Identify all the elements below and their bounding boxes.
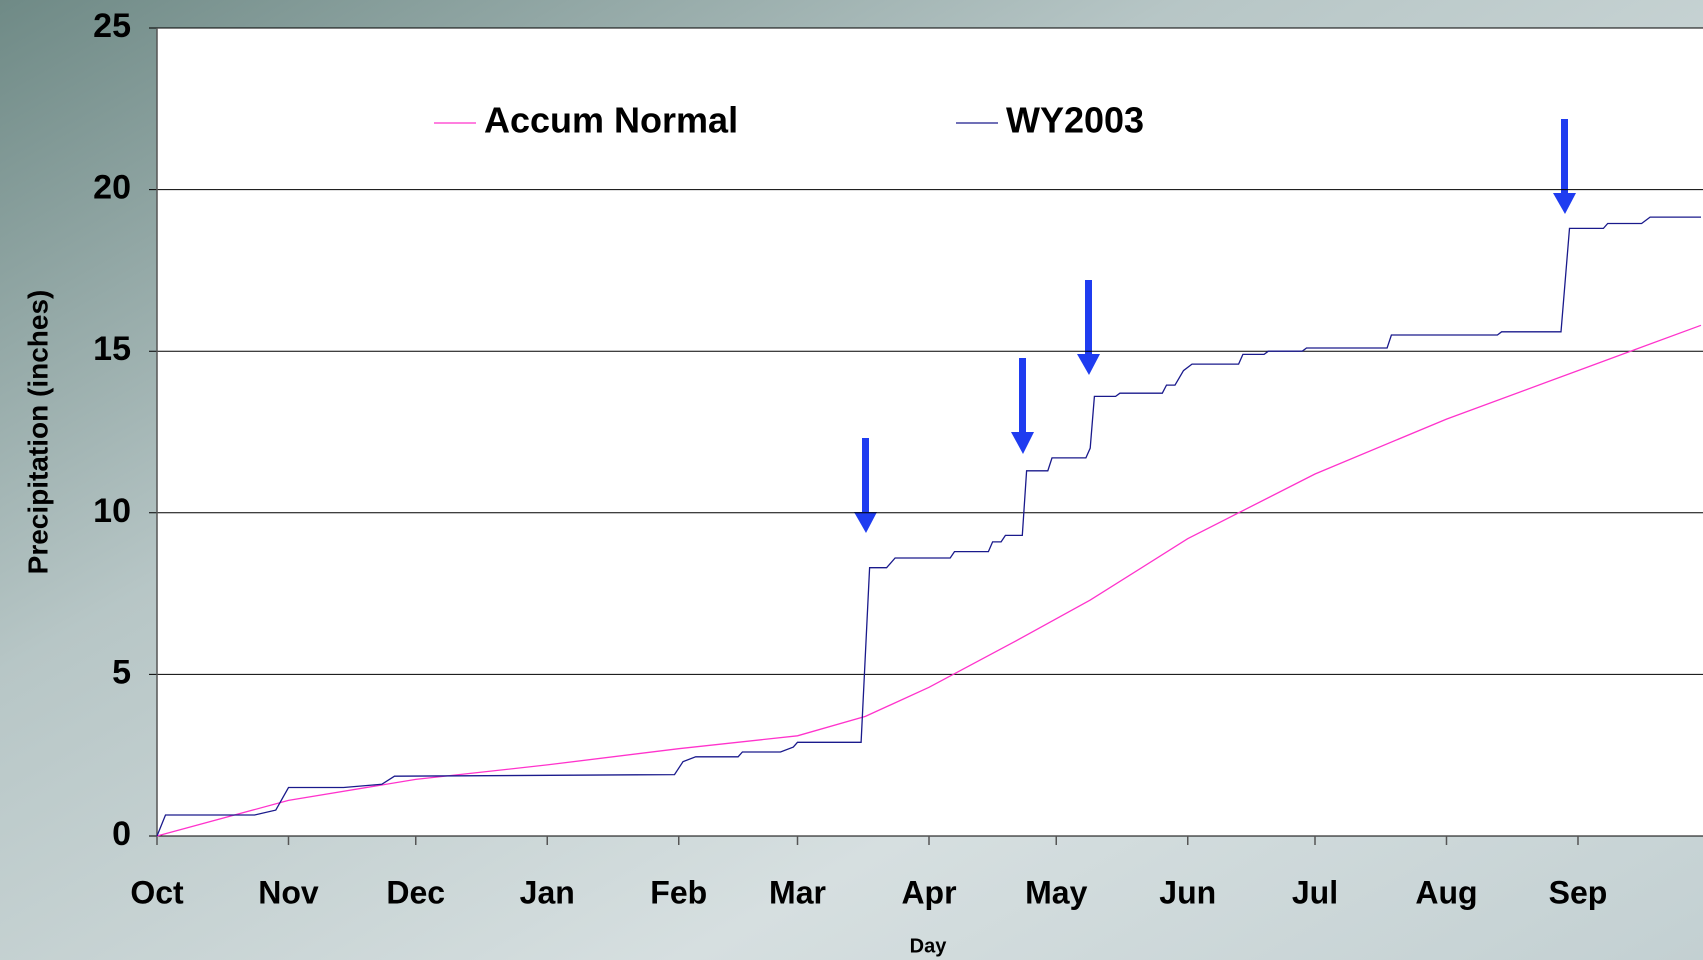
y-tick-label: 15 bbox=[93, 330, 131, 368]
x-tick-label: Apr bbox=[901, 874, 956, 910]
x-tick-label: Dec bbox=[386, 874, 445, 910]
x-tick-label: Jul bbox=[1292, 874, 1338, 910]
plot-area bbox=[157, 28, 1703, 836]
x-axis-label: Day bbox=[910, 935, 948, 957]
x-tick-label: Nov bbox=[258, 874, 319, 910]
arrow-shaft bbox=[1085, 280, 1092, 356]
y-tick-label: 5 bbox=[112, 653, 131, 691]
y-tick-label: 0 bbox=[112, 815, 131, 853]
chart: Precipitation (inches) Day 0 5 10 15 20 25 Oct… bbox=[0, 0, 1703, 960]
x-tick-label: May bbox=[1025, 874, 1087, 910]
x-tick-label: Mar bbox=[769, 874, 826, 910]
legend-label: WY2003 bbox=[1006, 100, 1144, 141]
y-tick-label: 25 bbox=[93, 7, 131, 45]
legend-label: Accum Normal bbox=[484, 100, 738, 141]
y-axis-label: Precipitation (inches) bbox=[22, 290, 53, 575]
x-tick-label: Feb bbox=[650, 874, 707, 910]
arrow-shaft bbox=[1019, 358, 1026, 434]
x-tick-label: Jun bbox=[1159, 874, 1216, 910]
arrow-shaft bbox=[1561, 119, 1568, 195]
y-tick-label: 20 bbox=[93, 169, 131, 207]
x-tick-label: Sep bbox=[1549, 874, 1608, 910]
x-tick-label: Jan bbox=[520, 874, 575, 910]
x-tick-label: Oct bbox=[130, 874, 184, 910]
x-tick-label: Aug bbox=[1415, 874, 1477, 910]
arrow-shaft bbox=[862, 438, 869, 514]
y-tick-label: 10 bbox=[93, 492, 131, 530]
